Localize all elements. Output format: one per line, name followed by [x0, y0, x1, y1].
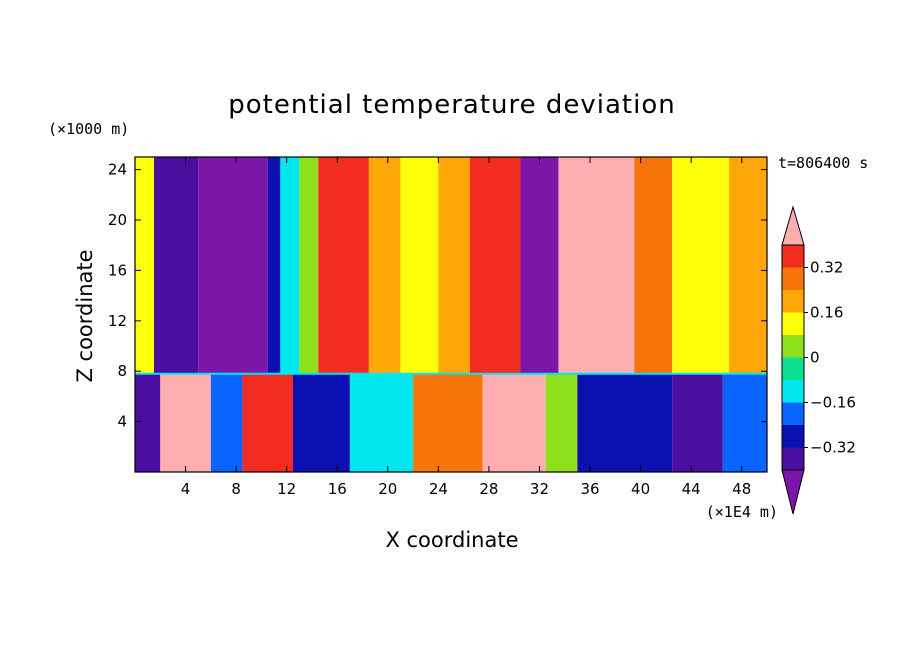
x-unit-label: (×1E4 m) [706, 503, 778, 521]
colorbar-segment [782, 425, 804, 448]
x-tick-label: 32 [530, 480, 549, 498]
upper-field-band-9 [438, 157, 470, 374]
upper-field-band-8 [400, 157, 439, 374]
colorbar-segment [782, 245, 804, 268]
lower-field-band-9 [577, 373, 673, 472]
y-tick-label: 8 [117, 362, 127, 380]
upper-field-band-1 [153, 157, 199, 374]
x-tick-label: 12 [277, 480, 296, 498]
y-tick-label: 20 [108, 211, 127, 229]
x-tick-label: 16 [328, 480, 347, 498]
x-tick-label: 48 [732, 480, 751, 498]
plot-frame [134, 156, 768, 473]
chart-title: potential temperature deviation [228, 90, 675, 120]
upper-field-band-6 [318, 157, 369, 374]
lower-field-band-11 [722, 373, 767, 472]
x-axis-title: X coordinate [385, 528, 518, 552]
x-tick-label: 28 [479, 480, 498, 498]
upper-field-band-7 [368, 157, 401, 374]
upper-field-band-5 [299, 157, 319, 374]
upper-field-band-13 [634, 157, 673, 374]
colorbar-tick-label: −0.16 [810, 394, 856, 412]
colorbar-segment [782, 357, 804, 380]
y-axis: 4 8 12 16 20 24 [108, 161, 767, 431]
colorbar-segment [782, 380, 804, 403]
lower-field-band-10 [672, 373, 723, 472]
upper-field-band-15 [729, 157, 767, 374]
y-tick-label: 4 [117, 413, 127, 431]
lower-field-band-2 [210, 373, 243, 472]
upper-field-band-12 [558, 157, 635, 374]
lower-field-band-8 [545, 373, 578, 472]
lower-field-band-4 [293, 373, 350, 472]
y-tick-label: 12 [108, 312, 127, 330]
colorbar-upper-arrow [781, 205, 805, 246]
colorbar-segment [782, 267, 804, 290]
colorbar-tick-label: 0.16 [810, 304, 843, 322]
y-tick-label: 16 [108, 261, 127, 279]
upper-field-band-3 [267, 157, 281, 374]
colorbar-tick-label: 0 [810, 349, 820, 367]
lower-field-band-7 [482, 373, 546, 472]
plot-area [134, 156, 768, 473]
colorbar-segment [782, 335, 804, 358]
colorbar-tick-label: 0.32 [810, 259, 843, 277]
upper-field-band-14 [672, 157, 730, 374]
upper-field-band-10 [469, 157, 521, 374]
y-axis-title: Z coordinate [73, 249, 97, 382]
upper-field-band-0 [135, 157, 154, 374]
lower-field-band-1 [160, 373, 211, 472]
colorbar-lower-arrow [781, 469, 805, 515]
colorbar-segment [782, 290, 804, 313]
upper-field-band-2 [198, 157, 268, 374]
colorbar: 0.32 0.16 0 −0.16 −0.32 [781, 205, 856, 515]
x-tick-label: 24 [429, 480, 448, 498]
x-tick-label: 44 [682, 480, 701, 498]
lower-field-band-0 [135, 373, 161, 472]
lower-field-band-3 [242, 373, 293, 472]
colorbar-segment [782, 312, 804, 335]
colorbar-tick-label: −0.32 [810, 439, 856, 457]
upper-field-band-4 [280, 157, 300, 374]
colorbar-segment [782, 402, 804, 425]
x-tick-label: 4 [181, 480, 191, 498]
x-tick-label: 36 [580, 480, 599, 498]
lower-field-band-6 [413, 373, 483, 472]
x-tick-label: 40 [631, 480, 650, 498]
upper-field-band-11 [520, 157, 559, 374]
lower-field-band-5 [349, 373, 414, 472]
colorbar-segment [782, 447, 804, 470]
y-tick-label: 24 [108, 161, 127, 179]
x-tick-label: 8 [231, 480, 241, 498]
y-unit-label: (×1000 m) [48, 120, 129, 138]
x-axis: 4 8 12 16 20 24 28 32 36 40 44 48 [181, 157, 751, 498]
x-tick-label: 20 [378, 480, 397, 498]
time-label: t=806400 s [778, 154, 868, 172]
